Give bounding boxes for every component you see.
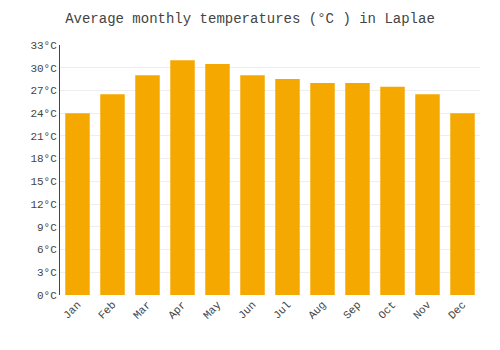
svg-text:Jun: Jun	[236, 299, 258, 321]
svg-text:Jul: Jul	[271, 299, 293, 321]
svg-text:0°C: 0°C	[37, 290, 57, 302]
svg-text:21°C: 21°C	[30, 131, 57, 143]
svg-text:Oct: Oct	[376, 299, 398, 321]
svg-text:30°C: 30°C	[30, 63, 57, 75]
svg-text:6°C: 6°C	[37, 244, 57, 256]
svg-text:Feb: Feb	[96, 299, 118, 321]
svg-text:33°C: 33°C	[30, 40, 57, 52]
svg-text:Apr: Apr	[166, 299, 188, 321]
svg-text:27°C: 27°C	[30, 85, 57, 97]
svg-text:Average monthly temperatures (: Average monthly temperatures (°C ) in La…	[65, 11, 435, 27]
svg-text:12°C: 12°C	[30, 199, 57, 211]
svg-text:May: May	[201, 299, 224, 322]
svg-text:9°C: 9°C	[37, 222, 57, 234]
svg-text:Mar: Mar	[131, 299, 153, 321]
svg-text:Nov: Nov	[411, 299, 434, 322]
svg-text:24°C: 24°C	[30, 108, 57, 120]
svg-text:15°C: 15°C	[30, 176, 57, 188]
svg-text:18°C: 18°C	[30, 153, 57, 165]
svg-text:Aug: Aug	[306, 299, 328, 321]
svg-text:3°C: 3°C	[37, 267, 57, 279]
svg-text:Sep: Sep	[341, 299, 363, 321]
svg-text:Jan: Jan	[61, 299, 83, 321]
svg-text:Dec: Dec	[446, 299, 468, 321]
